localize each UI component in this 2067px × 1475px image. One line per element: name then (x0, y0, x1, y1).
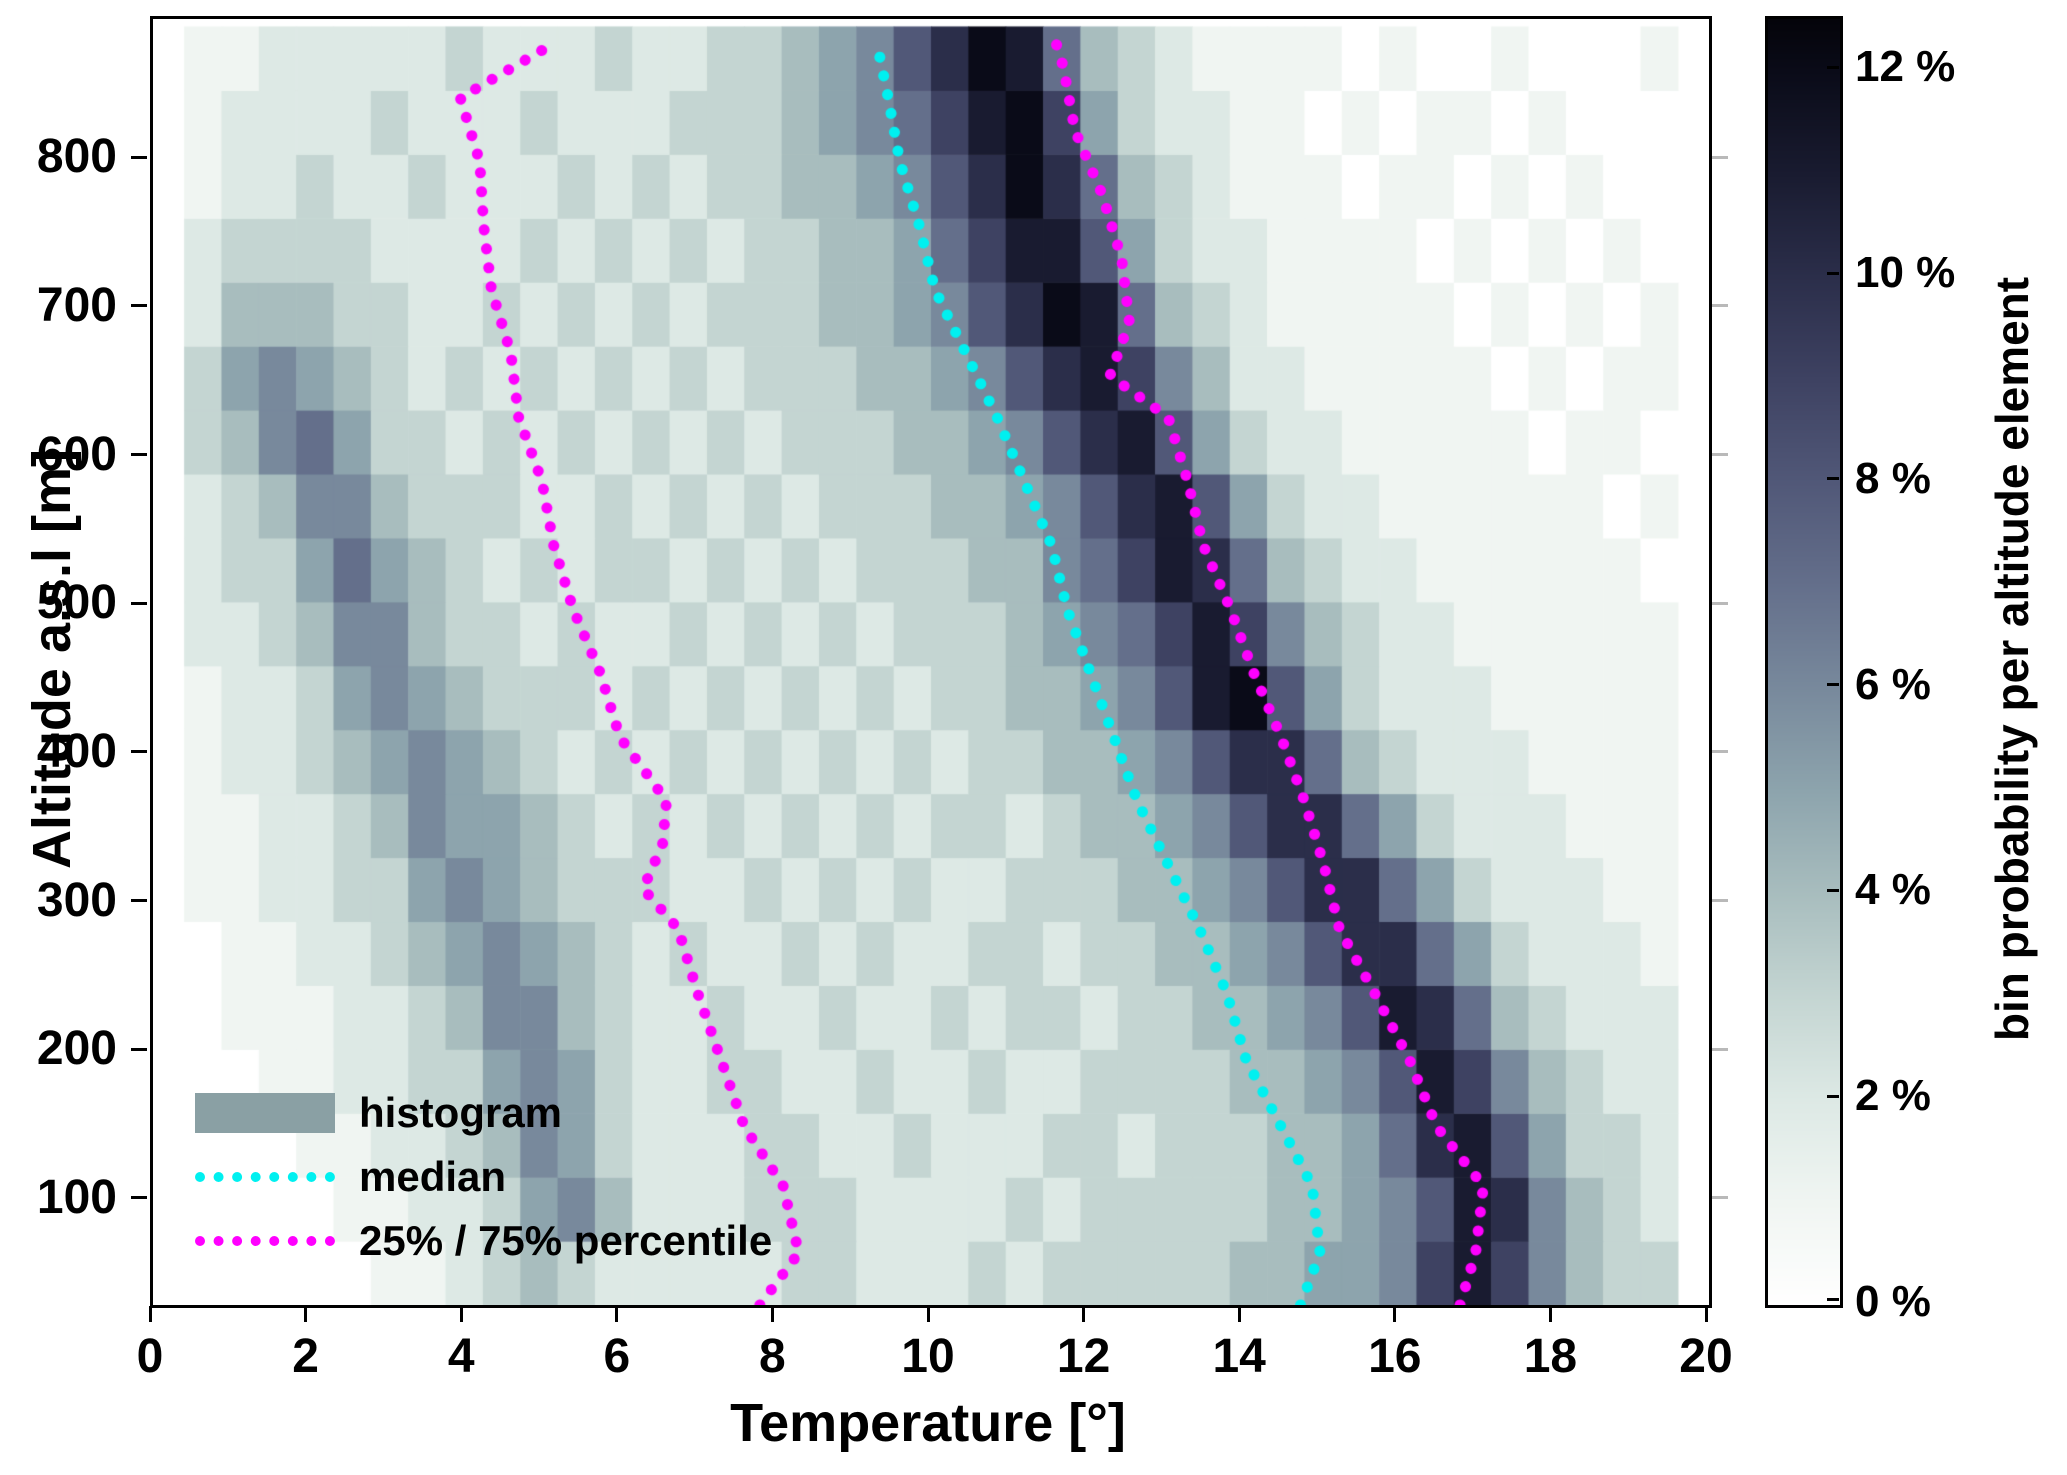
y-tick-label: 500 (36, 576, 117, 630)
x-tick-mark (926, 1306, 930, 1322)
y-tick-mark-right (1712, 1047, 1728, 1051)
x-tick-mark (1237, 1306, 1241, 1322)
legend-label-percentile: 25% / 75% percentile (359, 1217, 773, 1264)
y-tick-mark (131, 1047, 147, 1051)
legend-item-histogram: histogram (195, 1089, 772, 1137)
y-tick-label: 800 (36, 130, 117, 184)
y-tick-label: 300 (36, 873, 117, 927)
x-tick-label: 2 (292, 1330, 319, 1383)
y-tick-mark-right (1712, 601, 1728, 605)
x-tick-mark (1704, 1306, 1708, 1322)
legend-swatch-histogram (195, 1093, 335, 1133)
x-tick-mark (1393, 1306, 1397, 1322)
y-tick-mark (131, 304, 147, 308)
legend-item-percentile: 25% / 75% percentile (195, 1217, 772, 1265)
y-tick-mark (131, 899, 147, 903)
y-tick-mark (131, 453, 147, 457)
x-tick-label: 18 (1523, 1330, 1578, 1383)
colorbar-tick-mark (1827, 683, 1839, 687)
x-tick-mark (615, 1306, 619, 1322)
x-tick-mark (304, 1306, 308, 1322)
x-tick-mark (1082, 1306, 1086, 1322)
y-tick-mark-right (1712, 750, 1728, 754)
y-tick-mark-right (1712, 899, 1728, 903)
y-tick-label: 700 (36, 278, 117, 332)
y-tick-label: 600 (36, 427, 117, 481)
y-tick-mark-right (1712, 1196, 1728, 1200)
colorbar-tick-label: 4 % (1855, 865, 1931, 915)
colorbar-gradient (1768, 19, 1840, 1305)
colorbar-tick-mark (1827, 1094, 1839, 1098)
x-tick-label: 10 (901, 1330, 955, 1383)
x-tick-label: 12 (1056, 1330, 1111, 1383)
y-tick-mark (131, 601, 147, 605)
colorbar-tick-label: 6 % (1855, 659, 1931, 709)
x-axis-label: Temperature [°] (730, 1393, 1126, 1453)
colorbar-tick-mark (1827, 65, 1839, 69)
x-tick-label: 4 (447, 1330, 475, 1383)
x-tick-mark (770, 1306, 774, 1322)
colorbar-tick-label: 8 % (1855, 453, 1931, 503)
y-axis-label: Altitude a.s.l [m] (22, 448, 82, 870)
colorbar-tick-label: 0 % (1855, 1277, 1931, 1326)
y-tick-mark-right (1712, 304, 1728, 308)
x-tick-mark (148, 1306, 152, 1322)
x-tick-label: 20 (1679, 1330, 1733, 1383)
legend-swatch-percentile (195, 1236, 335, 1246)
colorbar-tick-label: 2 % (1855, 1071, 1931, 1121)
legend: histogram median 25% / 75% percentile (195, 1089, 772, 1265)
x-tick-label: 16 (1368, 1330, 1422, 1383)
legend-label-histogram: histogram (359, 1089, 563, 1136)
colorbar-tick-label: 10 % (1855, 248, 1956, 298)
x-tick-label: 14 (1212, 1330, 1266, 1383)
y-tick-mark (131, 750, 147, 754)
x-tick-mark (459, 1306, 463, 1322)
colorbar-label: bin probability per altitude element (1986, 276, 2038, 1042)
x-tick-mark (1548, 1306, 1552, 1322)
plot-area: histogram median 25% / 75% percentile (150, 16, 1712, 1308)
x-tick-label: 8 (759, 1330, 786, 1383)
colorbar (1765, 16, 1843, 1308)
heatmap-canvas (153, 19, 1709, 1305)
colorbar-tick-label: 12 % (1855, 42, 1956, 92)
y-tick-mark (131, 1196, 147, 1200)
y-tick-mark-right (1712, 453, 1728, 457)
legend-item-median: median (195, 1153, 772, 1201)
y-tick-label: 200 (36, 1022, 117, 1076)
y-tick-mark (131, 155, 147, 159)
y-tick-mark-right (1712, 155, 1728, 159)
y-tick-label: 100 (36, 1170, 117, 1224)
x-tick-label: 0 (136, 1330, 164, 1383)
colorbar-tick-mark (1827, 1297, 1839, 1301)
x-tick-label: 6 (603, 1330, 631, 1383)
legend-swatch-median (195, 1172, 335, 1182)
y-tick-label: 400 (36, 724, 117, 778)
colorbar-tick-mark (1827, 271, 1839, 275)
colorbar-tick-mark (1827, 888, 1839, 892)
legend-label-median: median (359, 1153, 507, 1200)
colorbar-tick-mark (1827, 477, 1839, 481)
